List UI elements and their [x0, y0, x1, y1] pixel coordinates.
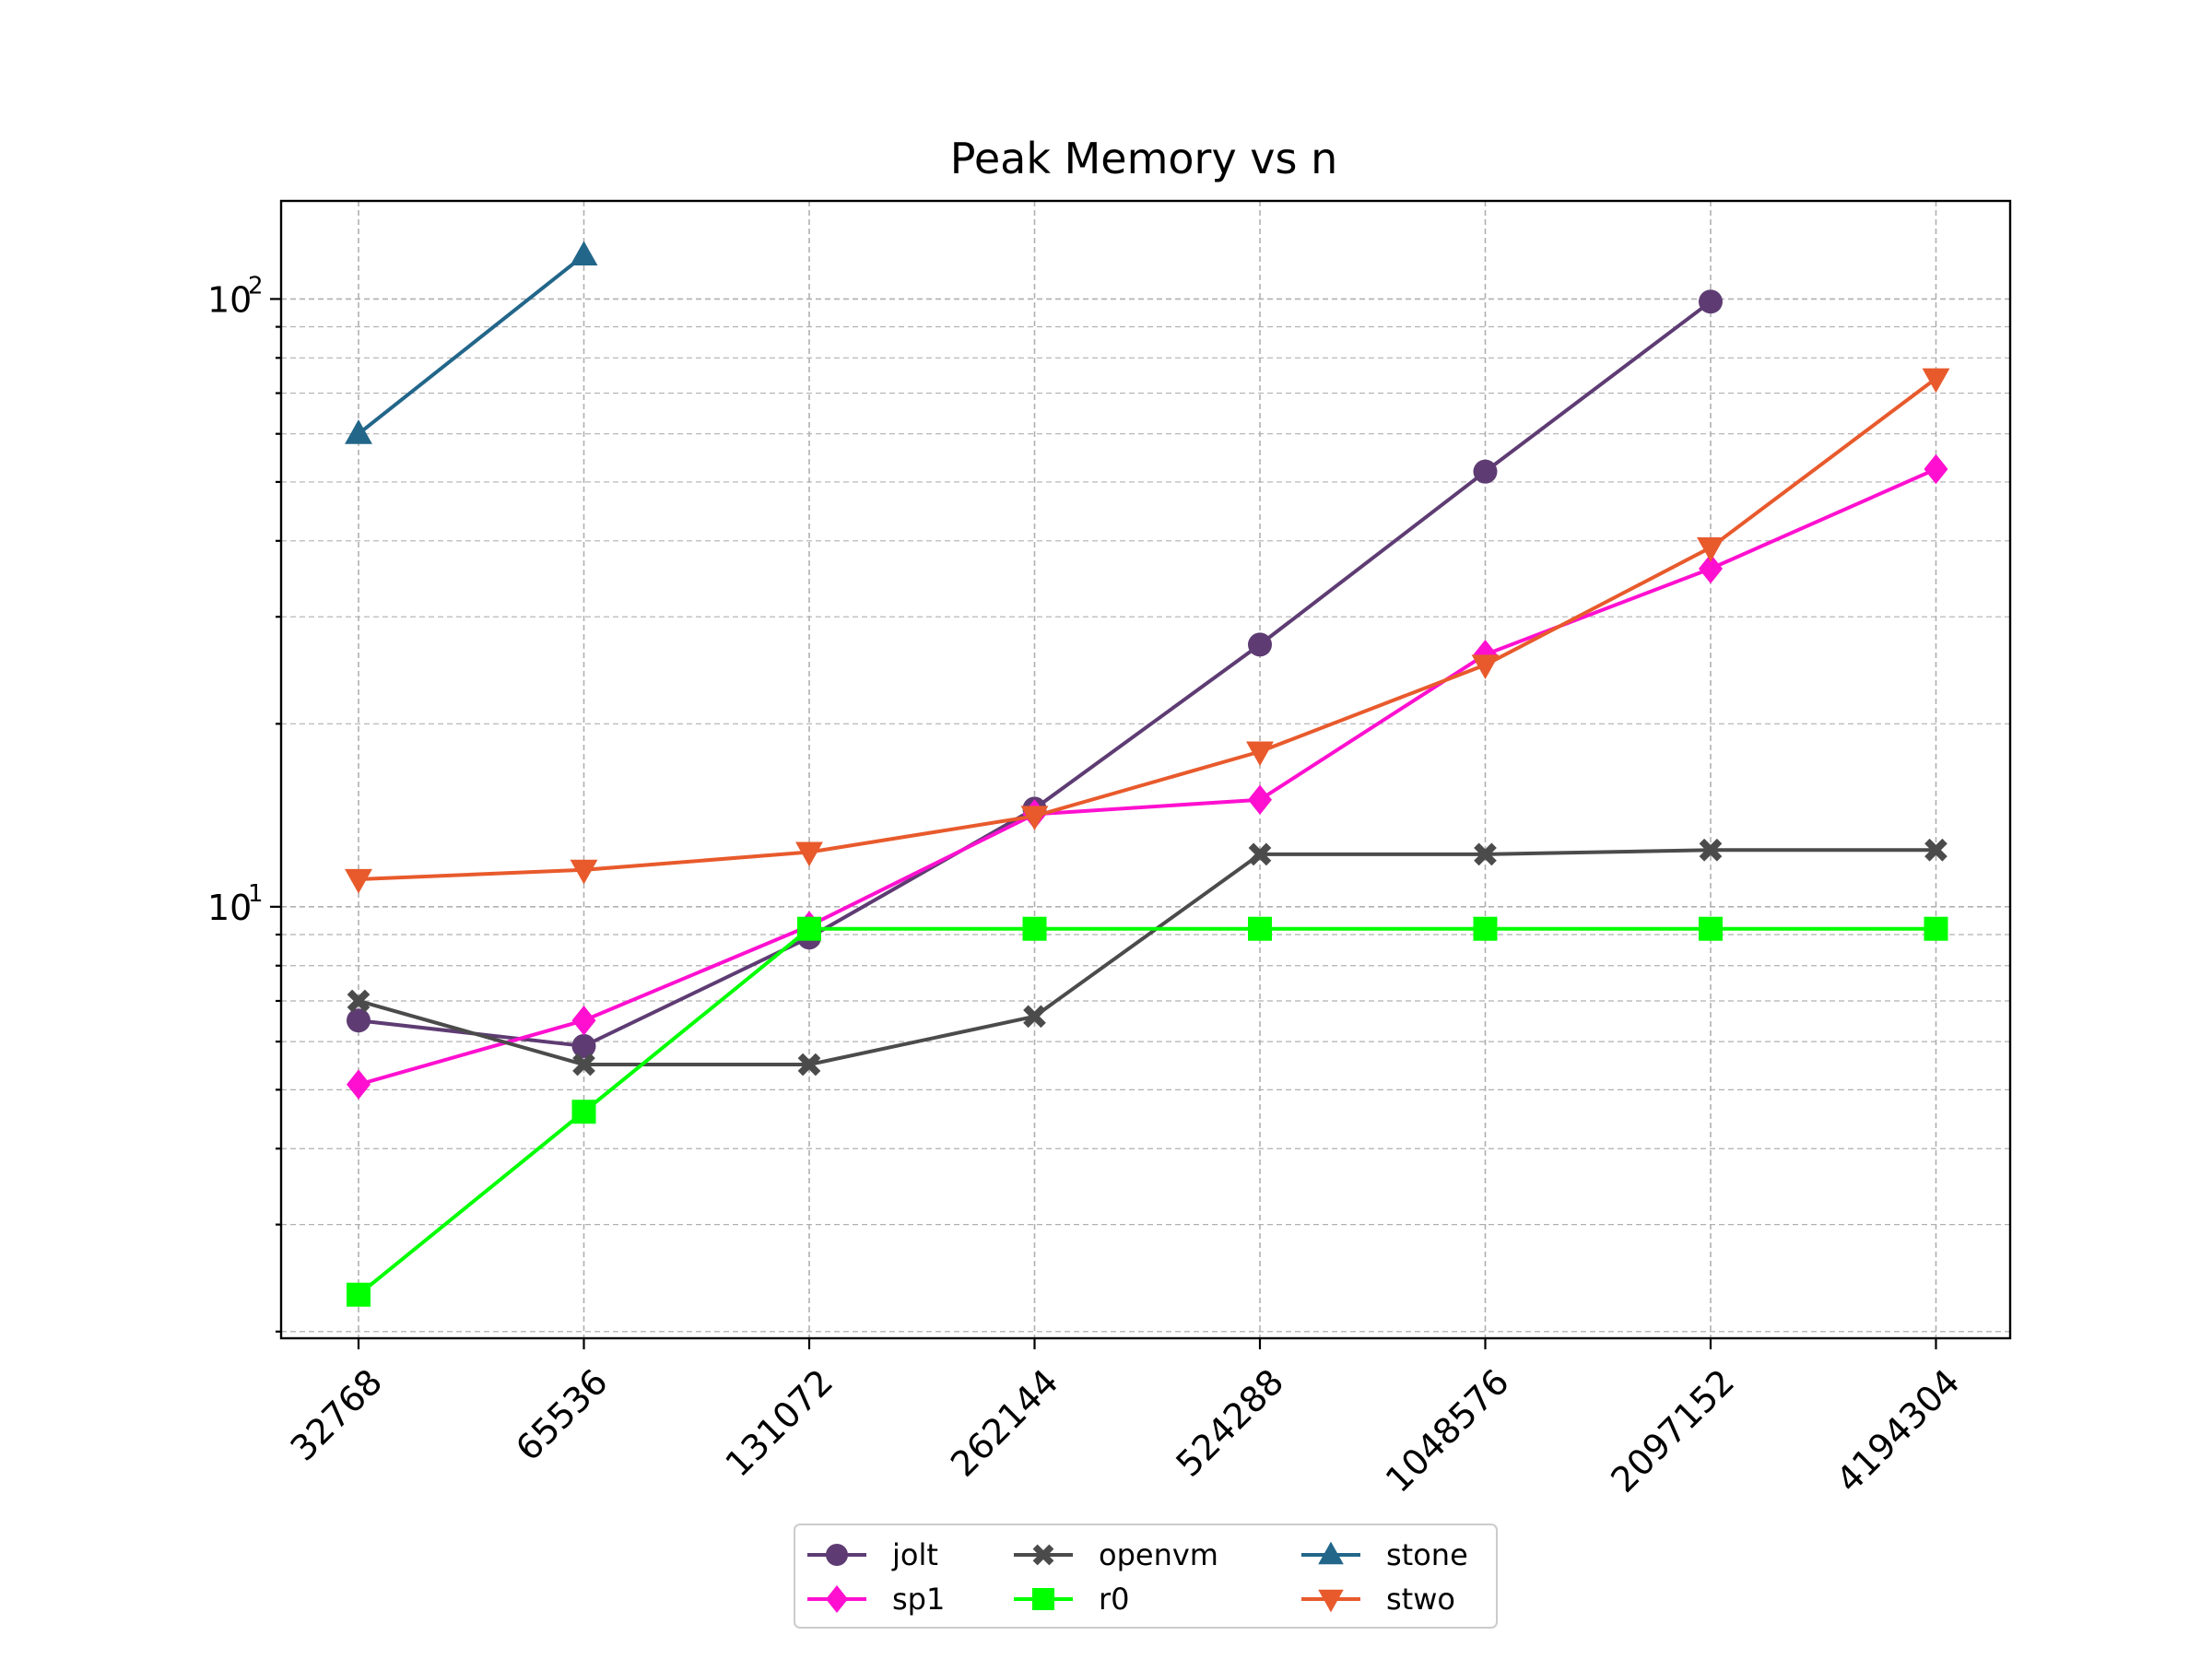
data-point-stone	[345, 419, 372, 444]
data-point-openvm	[1474, 842, 1497, 866]
x-tick-label: 1048576	[1378, 1361, 1517, 1500]
legend-entry-r0: r0	[1014, 1582, 1130, 1617]
axes-frame	[279, 199, 2012, 1340]
data-point-r0	[1022, 916, 1047, 941]
x-tick-label: 65536	[508, 1361, 616, 1469]
data-point-stwo	[1020, 806, 1049, 831]
data-point-r0	[1248, 916, 1272, 941]
legend-entry-stwo: stwo	[1301, 1582, 1455, 1617]
data-point-stone	[570, 241, 598, 266]
series-line-r0	[357, 926, 1936, 1297]
x-tick-label: 131072	[717, 1361, 841, 1485]
legend-label: stwo	[1386, 1582, 1455, 1617]
series-layer	[345, 241, 1950, 1307]
legend-marker	[1318, 1541, 1344, 1565]
data-point-r0	[571, 1100, 596, 1124]
legend-marker	[826, 1585, 848, 1613]
data-point-sp1	[347, 1069, 371, 1100]
data-point-r0	[797, 916, 821, 941]
data-point-jolt	[1699, 289, 1723, 314]
data-point-jolt	[347, 1008, 371, 1033]
legend-entry-openvm: openvm	[1014, 1537, 1218, 1572]
data-point-stwo	[570, 859, 598, 885]
data-point-jolt	[571, 1033, 596, 1058]
y-tick-label-base: 10	[207, 888, 252, 928]
x-tick-label: 32768	[283, 1361, 391, 1469]
chart-title: Peak Memory vs n	[950, 134, 1338, 183]
data-point-r0	[347, 1282, 371, 1307]
data-point-r0	[1473, 916, 1498, 941]
series-stone	[345, 241, 598, 444]
data-point-sp1	[1924, 453, 1948, 485]
series-line-stwo	[358, 377, 1937, 881]
data-point-openvm	[1699, 838, 1723, 862]
x-tick-label: 2097152	[1603, 1361, 1742, 1500]
data-point-openvm	[1924, 838, 1947, 862]
data-point-jolt	[1248, 632, 1272, 657]
legend: jolt sp1 openvm r0 stone stwo	[794, 1524, 1498, 1629]
series-r0	[347, 916, 1948, 1307]
data-point-stwo	[345, 868, 372, 894]
data-point-stwo	[1697, 537, 1724, 562]
x-tick-label: 4194304	[1829, 1361, 1968, 1500]
legend-entry-jolt: jolt	[807, 1537, 938, 1572]
legend-marker	[1032, 1588, 1054, 1610]
legend-label: sp1	[892, 1582, 945, 1617]
y-tick-label-exponent: 1	[248, 880, 264, 908]
legend-marker	[826, 1544, 848, 1566]
x-tick-label: 262144	[943, 1361, 1066, 1485]
legend-label: openvm	[1099, 1537, 1218, 1572]
data-point-openvm	[797, 1053, 821, 1077]
data-point-openvm	[1023, 1005, 1046, 1029]
data-point-stwo	[1471, 654, 1500, 680]
y-tick-label-exponent: 2	[248, 272, 264, 300]
series-line-openvm	[358, 848, 1936, 1067]
data-point-jolt	[1473, 459, 1498, 484]
data-point-sp1	[571, 1005, 596, 1036]
legend-marker	[1032, 1544, 1054, 1566]
data-point-sp1	[1248, 784, 1272, 815]
series-line-sp1	[358, 467, 1937, 1087]
series-line-stone	[357, 253, 585, 436]
data-point-sp1	[1699, 553, 1723, 584]
x-axis: 32768 65536 131072 262144 524288 1048576 20971…	[283, 1338, 1968, 1500]
legend-label: r0	[1099, 1582, 1130, 1617]
data-point-openvm	[347, 989, 371, 1013]
legend-label: jolt	[891, 1537, 938, 1572]
legend-entry-stone: stone	[1301, 1537, 1468, 1572]
data-point-r0	[1699, 916, 1723, 941]
series-stwo	[345, 368, 1950, 894]
data-point-stwo	[1922, 368, 1950, 394]
data-point-stwo	[1246, 741, 1274, 767]
legend-frame	[794, 1524, 1498, 1629]
data-point-r0	[1924, 916, 1948, 941]
y-tick-label-base: 10	[207, 279, 252, 320]
data-point-stwo	[795, 841, 823, 867]
series-openvm	[347, 838, 1947, 1077]
grid-layer	[281, 201, 2010, 1338]
legend-label: stone	[1386, 1537, 1468, 1572]
legend-marker	[1318, 1589, 1344, 1613]
data-point-openvm	[1248, 842, 1272, 866]
legend-entry-sp1: sp1	[807, 1582, 945, 1617]
data-point-openvm	[572, 1053, 595, 1077]
x-tick-label: 524288	[1168, 1361, 1291, 1485]
